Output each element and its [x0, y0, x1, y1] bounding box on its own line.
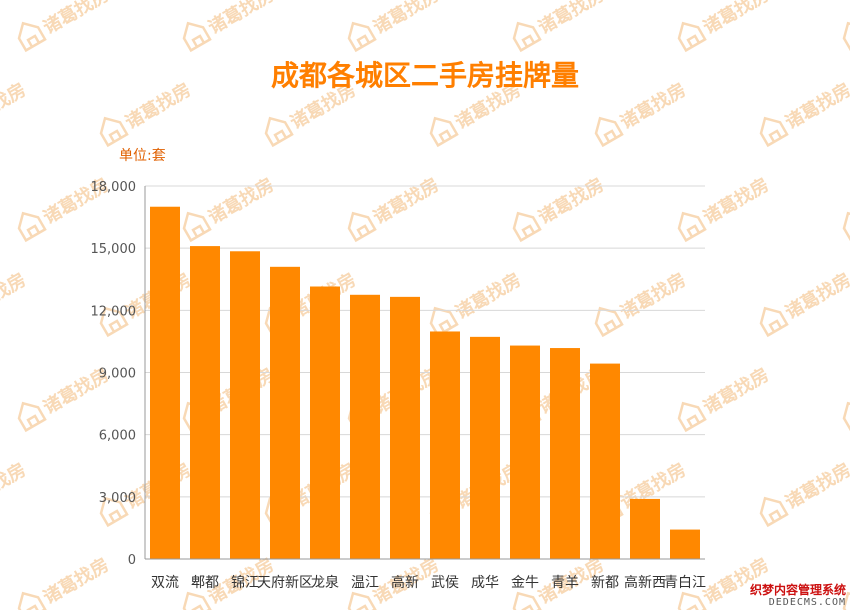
bar-锦江 — [230, 251, 260, 559]
bars — [150, 207, 700, 559]
y-tick-label: 9,000 — [99, 367, 136, 382]
bar-武侯 — [430, 331, 460, 559]
credit-text: 织梦内容管理系统 — [734, 584, 846, 597]
x-tick-label: 锦江 — [231, 574, 259, 591]
bar-新都 — [590, 364, 620, 559]
site-credit: 织梦内容管理系统 DEDECMS.COM — [734, 584, 846, 608]
chart-title: 成都各城区二手房挂牌量 — [271, 59, 579, 92]
bar-金牛 — [510, 346, 540, 559]
bar-高新 — [390, 297, 420, 559]
bar-温江 — [350, 295, 380, 559]
bar-高新西 — [630, 499, 660, 559]
x-tick-label: 青白江 — [664, 575, 706, 591]
y-tick-label: 15,000 — [91, 242, 137, 257]
x-tick-label: 温江 — [351, 575, 379, 591]
x-tick-label: 郫都 — [191, 575, 219, 591]
bar-龙泉 — [310, 287, 340, 559]
bar-天府新区 — [270, 267, 300, 559]
bar-双流 — [150, 207, 180, 559]
x-tick-label: 金牛 — [511, 575, 539, 591]
y-tick-label: 18,000 — [91, 180, 137, 195]
x-tick-label: 武侯 — [431, 575, 459, 591]
x-tick-label: 新都 — [591, 575, 619, 591]
credit-url: DEDECMS.COM — [734, 597, 846, 608]
x-tick-label: 龙泉 — [311, 574, 339, 591]
gridlines — [145, 186, 705, 497]
bar-青白江 — [670, 530, 700, 559]
bar-青羊 — [550, 348, 580, 559]
x-tick-label: 双流 — [151, 575, 179, 591]
x-axis-tick-labels: 双流郫都锦江天府新区龙泉温江高新武侯成华金牛青羊新都高新西青白江 — [151, 574, 706, 591]
unit-label: 单位:套 — [119, 148, 166, 164]
x-tick-label: 高新 — [391, 574, 419, 591]
x-tick-label: 成华 — [471, 575, 499, 591]
bar-成华 — [470, 337, 500, 559]
bar-郫都 — [190, 246, 220, 559]
y-tick-label: 6,000 — [99, 429, 136, 444]
y-tick-label: 12,000 — [91, 304, 137, 319]
y-tick-label: 0 — [128, 553, 136, 568]
y-tick-label: 3,000 — [99, 491, 136, 506]
x-tick-label: 高新西 — [624, 574, 666, 591]
x-tick-label: 天府新区 — [257, 575, 313, 591]
x-tick-label: 青羊 — [551, 575, 579, 591]
y-axis-tick-labels: 0 3,000 6,000 9,000 12,000 15,000 18,000 — [91, 180, 137, 568]
